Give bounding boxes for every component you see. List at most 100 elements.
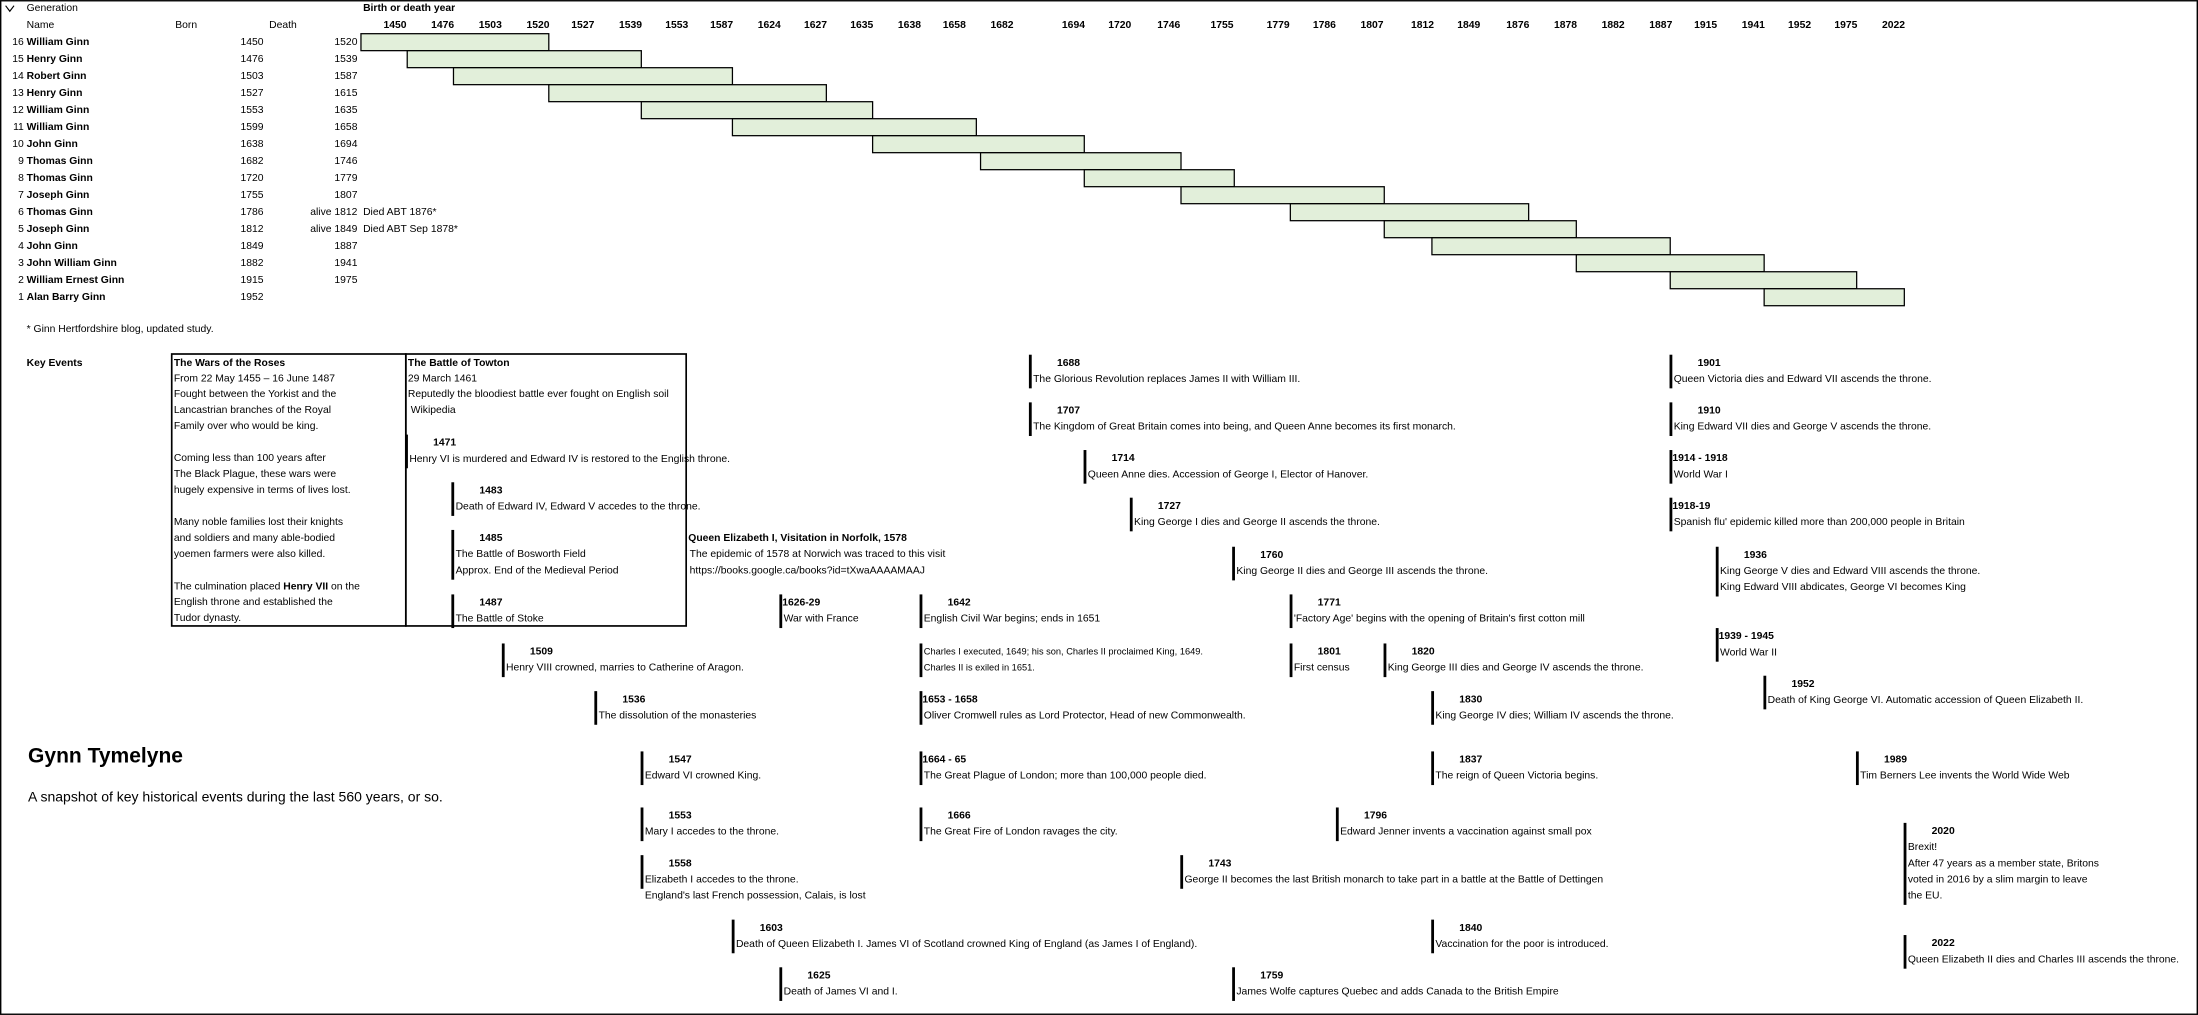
death-year: 1520 xyxy=(334,37,357,48)
event-year: 1918-19 xyxy=(1672,501,1710,512)
event-year: 1547 xyxy=(669,755,692,766)
timeline-year: 1682 xyxy=(990,20,1013,31)
death-year: 1539 xyxy=(334,54,357,65)
event-year: 1743 xyxy=(1208,858,1231,869)
event-year: 1653 - 1658 xyxy=(922,694,978,705)
lifespan-bar xyxy=(871,135,1085,154)
death-note: Died ABT Sep 1878* xyxy=(363,224,458,235)
lifespan-bar xyxy=(406,50,642,69)
event-year: 1487 xyxy=(479,598,502,609)
timeline-year: 1520 xyxy=(526,20,549,31)
timeline-year: 1450 xyxy=(383,20,406,31)
event-text: Death of Queen Elizabeth I. James VI of … xyxy=(736,939,1197,950)
timeline-year: 1878 xyxy=(1554,20,1577,31)
born-year: 1882 xyxy=(240,258,263,269)
box-line: yoemen farmers were also killed. xyxy=(174,549,325,560)
born-year: 1755 xyxy=(240,190,263,201)
box-line: Coming less than 100 years after xyxy=(174,453,327,464)
born-year: 1476 xyxy=(240,54,263,65)
event-year: 1952 xyxy=(1791,679,1814,690)
event-year: 1820 xyxy=(1412,647,1435,658)
person-name: William Ginn xyxy=(27,122,90,133)
footnote: * Ginn Hertfordshire blog, updated study… xyxy=(27,324,214,335)
box-line: Reputedly the bloodiest battle ever foug… xyxy=(408,389,669,400)
event-text: Queen Anne dies. Accession of George I, … xyxy=(1088,469,1368,480)
timeline-year: 1539 xyxy=(619,20,642,31)
collapse-caret[interactable] xyxy=(5,5,15,13)
timeline-year: 1638 xyxy=(898,20,921,31)
box-line-part: Henry VII xyxy=(283,581,328,592)
death-year: 1587 xyxy=(334,71,357,82)
event-year: 1771 xyxy=(1318,598,1341,609)
lifespan-bar xyxy=(1575,254,1765,273)
event-text: The epidemic of 1578 at Norwich was trac… xyxy=(690,549,946,560)
event-year: 2022 xyxy=(1932,938,1955,949)
event-text: Vaccination for the poor is introduced. xyxy=(1435,939,1608,950)
event-text: Edward Jenner invents a vaccination agai… xyxy=(1340,827,1592,838)
event-text: voted in 2016 by a slim margin to leave xyxy=(1908,874,2088,885)
lifespan-bar xyxy=(1763,288,1905,307)
born-year: 1849 xyxy=(240,241,263,252)
lifespan-bar xyxy=(731,118,977,137)
event-text: King Edward VII dies and George V ascend… xyxy=(1674,422,1931,433)
generation-number: 10 xyxy=(12,139,24,150)
death-year: 1746 xyxy=(334,156,357,167)
born-year: 1682 xyxy=(240,156,263,167)
event-year: 1666 xyxy=(948,811,971,822)
lifespan-bar xyxy=(1383,220,1577,239)
event-year: 1707 xyxy=(1057,406,1080,417)
event-text: James Wolfe captures Quebec and adds Can… xyxy=(1236,987,1559,998)
timeline-year: 1779 xyxy=(1267,20,1290,31)
timeline-year: 1849 xyxy=(1457,20,1480,31)
event-text: The Battle of Bosworth Field xyxy=(456,549,586,560)
event-text: After 47 years as a member state, Briton… xyxy=(1908,858,2099,869)
timeline-year: 1887 xyxy=(1649,20,1672,31)
event-text: Mary I accedes to the throne. xyxy=(645,827,779,838)
box-line: Lancastrian branches of the Royal xyxy=(174,405,331,416)
event-year: 1625 xyxy=(807,970,830,981)
box-line: The Black Plague, these wars were xyxy=(174,469,337,480)
timeline-year: 1746 xyxy=(1157,20,1180,31)
event-year: 1553 xyxy=(669,811,692,822)
person-name: Henry Ginn xyxy=(27,54,83,65)
event-text: War with France xyxy=(784,614,859,625)
person-name: Henry Ginn xyxy=(27,88,83,99)
generation-number: 9 xyxy=(18,156,24,167)
box-line-part: The culmination placed xyxy=(174,581,283,592)
event-title: Queen Elizabeth I, Visitation in Norfolk… xyxy=(688,533,907,544)
death-year: alive 1812 xyxy=(310,207,357,218)
event-text: First census xyxy=(1294,663,1350,674)
header-death: Death xyxy=(269,20,297,31)
person-name: Thomas Ginn xyxy=(27,207,93,218)
timeline-year: 1941 xyxy=(1742,20,1765,31)
event-text: The reign of Queen Victoria begins. xyxy=(1435,771,1598,782)
event-text: Death of King George VI. Automatic acces… xyxy=(1768,695,2084,706)
event-text: The dissolution of the monasteries xyxy=(599,710,757,721)
timeline-year: 1624 xyxy=(758,20,781,31)
born-year: 1553 xyxy=(240,105,263,116)
box-line: Many noble families lost their knights xyxy=(174,517,343,528)
event-year: 1642 xyxy=(948,598,971,609)
event-year: 1901 xyxy=(1698,358,1721,369)
event-text: England's last French possession, Calais… xyxy=(645,891,866,902)
event-year: 1989 xyxy=(1884,755,1907,766)
born-year: 1527 xyxy=(240,88,263,99)
event-text: Spanish flu' epidemic killed more than 2… xyxy=(1674,517,1965,528)
event-year: 1727 xyxy=(1158,501,1181,512)
event-year: 1536 xyxy=(622,694,645,705)
person-name: John William Ginn xyxy=(27,258,117,269)
generation-number: 6 xyxy=(18,207,24,218)
event-year: 1509 xyxy=(530,647,553,658)
generation-number: 16 xyxy=(12,37,24,48)
towton-box xyxy=(404,353,688,627)
timeline-year: 1635 xyxy=(850,20,873,31)
box-line-part: on the xyxy=(328,581,360,592)
generation-number: 5 xyxy=(18,224,24,235)
timeline-year: 1807 xyxy=(1361,20,1384,31)
event-text: Death of James VI and I. xyxy=(784,987,898,998)
event-year: 1485 xyxy=(479,533,502,544)
death-note: Died ABT 1876* xyxy=(363,207,437,218)
person-name: Joseph Ginn xyxy=(27,190,90,201)
